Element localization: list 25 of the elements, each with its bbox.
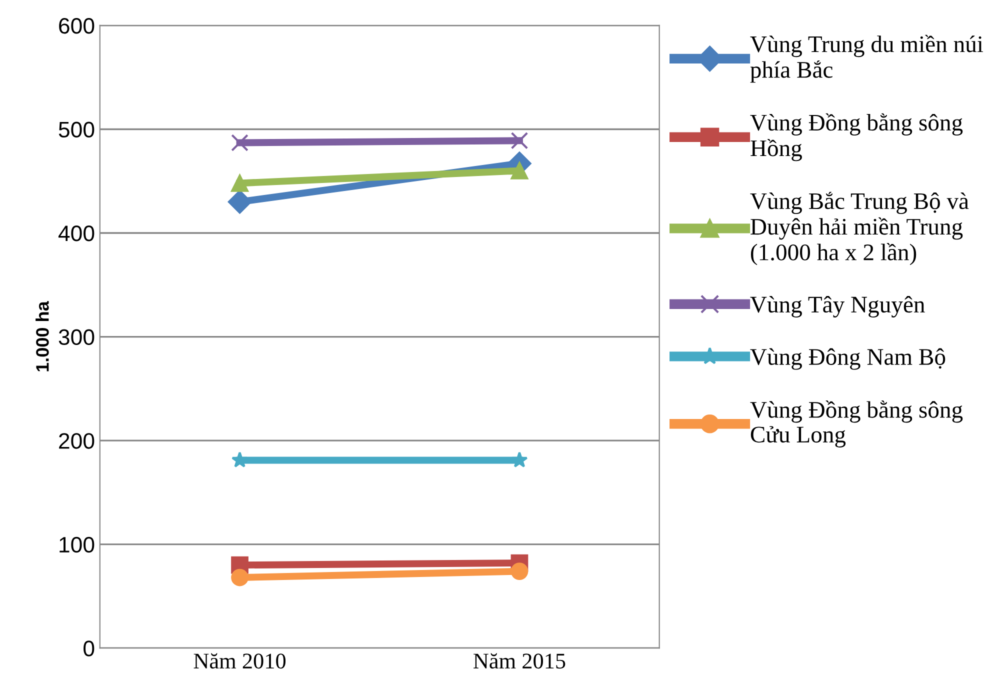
point: [510, 162, 528, 180]
x-tick-label: Năm 2010: [194, 653, 286, 669]
point: [231, 452, 248, 468]
y-tick-label: 200: [59, 433, 94, 449]
legend-label: Vùng Tây Nguyên: [750, 296, 925, 318]
point: [231, 568, 248, 586]
legend-label: Vùng Đồng bằng sông Hồng: [750, 113, 963, 162]
legend-label: Vùng Đồng bằng sông Cửu Long: [750, 400, 963, 448]
point: [231, 134, 248, 152]
y-axis-title: 1.000 ha: [36, 301, 49, 372]
x-tick-label: Năm 2015: [474, 653, 566, 669]
y-tick-label: 100: [60, 536, 94, 553]
point: [510, 562, 528, 580]
y-tick-label: 600: [59, 18, 94, 34]
y-tick-label: 400: [58, 226, 94, 242]
point: [511, 452, 528, 468]
point: [231, 174, 248, 192]
y-tick-label: 300: [58, 329, 94, 346]
y-tick-label: 0: [84, 640, 94, 656]
y-tick-label: 500: [58, 122, 94, 138]
point: [228, 190, 252, 214]
legend-label: Vùng Bắc Trung Bộ và Duyên hải miền Trung (1.000 ha x 2 lần): [750, 192, 969, 266]
legend-label: Vùng Trung du miền núi phía Bắc: [750, 34, 984, 83]
legend-label: Vùng Đông Nam Bộ: [750, 348, 946, 370]
point: [510, 132, 528, 150]
